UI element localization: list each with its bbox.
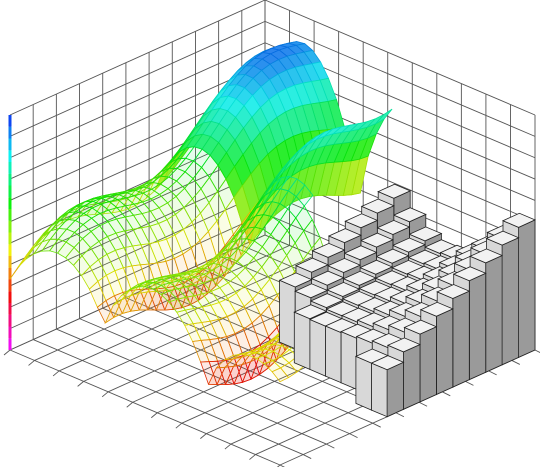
grid-line — [9, 63, 266, 180]
block-front — [468, 272, 487, 381]
grid-line — [79, 318, 350, 435]
block-top — [377, 183, 412, 199]
grid-line — [264, 0, 536, 116]
edge-tick — [126, 401, 134, 408]
edge-tick — [465, 380, 474, 386]
block-top — [278, 272, 313, 288]
edge-tick — [77, 381, 84, 387]
block-front — [485, 254, 503, 373]
edge-tick — [150, 412, 158, 419]
block-top — [391, 237, 426, 253]
grid-line — [264, 20, 536, 137]
block-top — [342, 270, 377, 286]
block-front — [501, 237, 519, 366]
edge-tick — [101, 391, 109, 398]
block-top — [419, 301, 454, 317]
block-top — [485, 230, 520, 246]
block-front — [386, 361, 404, 418]
block-top — [386, 337, 422, 353]
block-top — [295, 257, 329, 273]
block-top — [436, 284, 471, 299]
grid-line — [58, 255, 315, 372]
block-top — [403, 319, 438, 335]
edge-tick — [52, 370, 60, 377]
edge-tick — [28, 360, 35, 366]
edge-tick — [279, 464, 286, 467]
block-side — [325, 325, 342, 384]
edge-tick — [3, 349, 11, 356]
grid-line — [33, 339, 304, 455]
block-top — [343, 245, 378, 261]
block-columns — [278, 183, 536, 418]
block-top — [327, 257, 362, 273]
block-front — [419, 326, 437, 403]
edge-tick — [200, 433, 207, 439]
block-top — [392, 207, 427, 223]
block-front — [435, 308, 454, 396]
block-top — [408, 226, 443, 242]
grid-line — [9, 42, 266, 159]
block-top — [293, 304, 328, 320]
edge-tick — [511, 360, 521, 365]
mesh-cell — [271, 367, 290, 383]
block-top — [376, 219, 411, 235]
block-top — [370, 355, 405, 371]
grid-line — [9, 191, 266, 308]
block-top — [359, 259, 394, 275]
edge-tick — [326, 443, 335, 449]
grid-line — [9, 20, 266, 137]
edge-tick — [372, 422, 381, 428]
edge-tick — [249, 454, 256, 460]
block-side — [309, 318, 326, 377]
grid-line — [9, 213, 266, 330]
block-top — [502, 212, 536, 228]
block-front — [452, 290, 470, 388]
block-top — [375, 248, 410, 264]
block-top — [311, 242, 346, 258]
block-top — [344, 213, 379, 229]
block-top — [309, 293, 344, 309]
block-top — [452, 266, 487, 282]
block-side — [371, 362, 388, 418]
edge-tick — [349, 433, 358, 439]
block-front — [403, 343, 421, 410]
block-top — [469, 248, 504, 264]
edge-tick — [488, 370, 497, 376]
edge-tick — [276, 464, 281, 467]
block-top — [360, 198, 395, 214]
block-side — [340, 330, 358, 391]
grid-line — [9, 0, 266, 116]
edge-tick — [224, 443, 232, 450]
grid-line — [9, 349, 281, 466]
edge-tick — [534, 349, 540, 354]
block-side — [355, 355, 372, 411]
grid-line — [125, 297, 397, 414]
edge-tick — [442, 391, 451, 397]
edge-tick — [175, 422, 183, 429]
block-side — [293, 311, 311, 371]
block-top — [359, 232, 394, 248]
block-front — [518, 219, 536, 359]
block-side — [279, 279, 296, 350]
edge-tick — [302, 454, 312, 459]
block-top — [310, 270, 345, 286]
block-top — [294, 283, 329, 299]
edge-tick — [418, 401, 428, 407]
edge-tick — [395, 412, 405, 418]
block-top — [326, 281, 361, 297]
surface-mesh — [9, 41, 393, 386]
grid-line — [9, 234, 266, 351]
block-top — [327, 228, 362, 244]
grid-line — [56, 328, 327, 445]
